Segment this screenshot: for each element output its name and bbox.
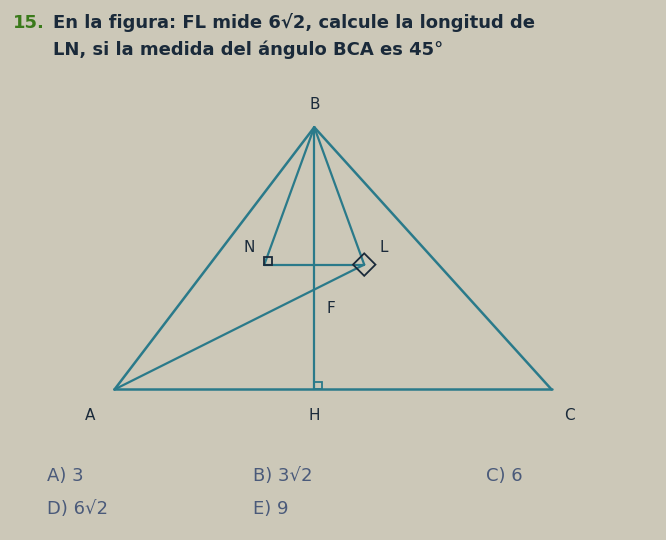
Text: C) 6: C) 6	[486, 467, 523, 485]
Text: 15.: 15.	[13, 14, 45, 31]
Text: A: A	[85, 408, 96, 423]
Text: D) 6√2: D) 6√2	[47, 500, 108, 517]
Text: H: H	[308, 408, 320, 423]
Text: LN, si la medida del ángulo BCA es 45°: LN, si la medida del ángulo BCA es 45°	[53, 40, 444, 59]
Text: L: L	[380, 240, 388, 255]
Text: A) 3: A) 3	[47, 467, 83, 485]
Text: F: F	[327, 301, 336, 316]
Text: E) 9: E) 9	[253, 500, 288, 517]
Text: B) 3√2: B) 3√2	[253, 467, 312, 485]
Text: B: B	[309, 97, 320, 112]
Text: N: N	[244, 240, 255, 255]
Text: C: C	[564, 408, 575, 423]
Text: En la figura: FL mide 6√2, calcule la longitud de: En la figura: FL mide 6√2, calcule la lo…	[53, 14, 535, 32]
